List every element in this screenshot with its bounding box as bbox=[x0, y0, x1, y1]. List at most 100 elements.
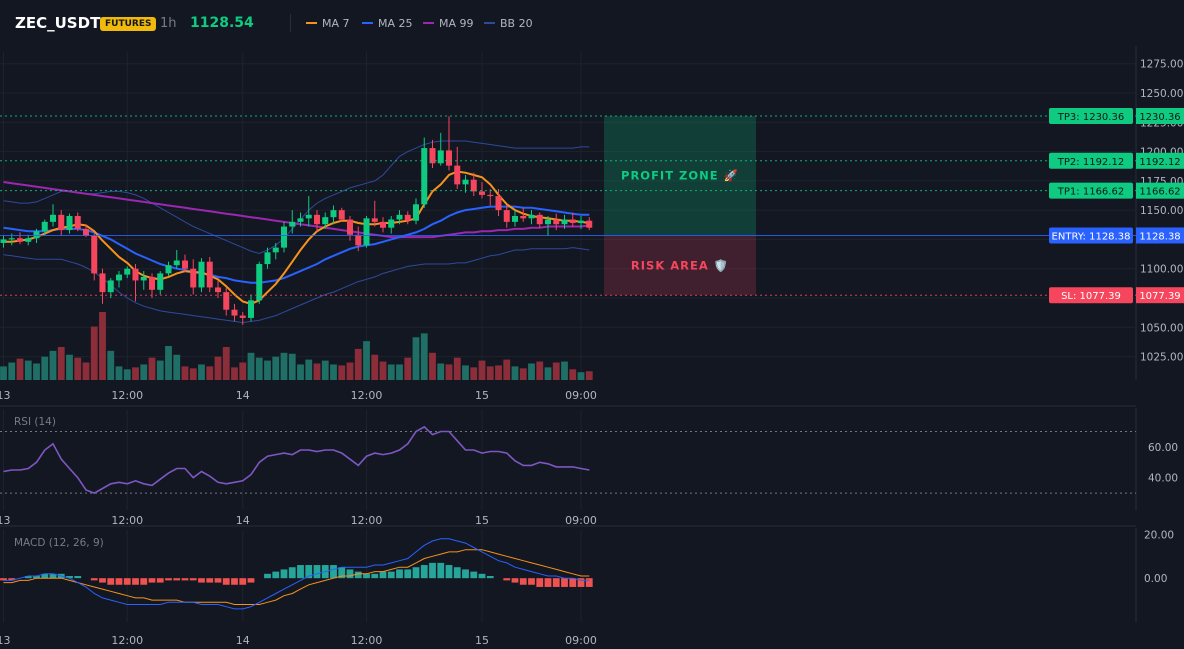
candle bbox=[338, 207, 345, 222]
rsi-line bbox=[3, 425, 590, 494]
macd-histogram-bar bbox=[404, 569, 412, 579]
macd-histogram-bar bbox=[420, 565, 428, 579]
candle bbox=[503, 205, 510, 228]
profit-zone bbox=[604, 116, 756, 236]
candle bbox=[561, 214, 568, 229]
volume-bar bbox=[66, 354, 73, 380]
candle-body bbox=[561, 219, 568, 225]
volume-bar bbox=[437, 363, 445, 380]
symbol-title[interactable]: ZEC_USDT bbox=[15, 14, 101, 32]
candle bbox=[281, 221, 287, 253]
legend-ma7[interactable]: MA 7 bbox=[306, 17, 350, 30]
candle-body bbox=[17, 238, 23, 242]
level-tag-label-sl: SL: 1077.39 bbox=[1061, 291, 1121, 302]
volume-bar bbox=[536, 361, 544, 380]
macd-histogram-bar bbox=[354, 571, 362, 579]
level-price-box-tp1 bbox=[1136, 182, 1184, 199]
candle bbox=[446, 116, 452, 171]
volume-bar bbox=[288, 353, 296, 380]
candle bbox=[470, 172, 477, 197]
macd-histogram-bar bbox=[206, 578, 214, 583]
volume-bar bbox=[495, 365, 502, 380]
candle bbox=[487, 189, 494, 206]
candle-body bbox=[297, 218, 304, 222]
candle bbox=[330, 205, 337, 225]
legend-ma7-label: MA 7 bbox=[322, 17, 350, 30]
candle-body bbox=[553, 219, 560, 225]
price-tick-label: 1100.00 bbox=[1140, 264, 1183, 276]
legend-bb20[interactable]: BB 20 bbox=[484, 17, 533, 30]
candle-body bbox=[569, 219, 576, 224]
candle-body bbox=[578, 220, 584, 224]
candle bbox=[25, 234, 32, 246]
candle-body bbox=[495, 196, 502, 211]
macd-histogram-bar bbox=[396, 569, 403, 579]
candle-body bbox=[289, 221, 296, 227]
macd-histogram-bar bbox=[486, 576, 494, 579]
candle-body bbox=[190, 268, 197, 288]
header-divider bbox=[290, 14, 291, 32]
candle bbox=[190, 259, 197, 295]
candle bbox=[91, 233, 98, 281]
time-tick-label: 09:00 bbox=[565, 634, 597, 647]
macd-histogram-bar bbox=[231, 578, 238, 585]
candle bbox=[41, 219, 48, 236]
candle bbox=[413, 198, 419, 225]
volume-bar bbox=[231, 367, 238, 380]
candle-body bbox=[413, 204, 419, 221]
candle bbox=[107, 278, 114, 298]
volume-bar bbox=[189, 368, 197, 380]
candle-body bbox=[248, 300, 254, 318]
candle bbox=[569, 212, 576, 227]
candle bbox=[429, 139, 436, 168]
macd-histogram-bar bbox=[24, 576, 32, 579]
macd-histogram-bar bbox=[140, 578, 148, 585]
candle bbox=[355, 226, 362, 252]
macd-histogram-bar bbox=[288, 567, 296, 579]
macd-histogram-bar bbox=[511, 578, 519, 583]
volume-bar bbox=[412, 337, 420, 380]
price-tick-label: 1050.00 bbox=[1140, 322, 1183, 334]
candle-body bbox=[182, 260, 188, 269]
candle bbox=[388, 216, 395, 234]
candle-body bbox=[347, 219, 353, 235]
candle-body bbox=[140, 276, 147, 281]
volume-bar bbox=[503, 359, 511, 380]
candle bbox=[149, 273, 155, 298]
time-tick-label: 09:00 bbox=[565, 514, 597, 527]
macd-histogram-bar bbox=[528, 578, 535, 585]
legend-ma99[interactable]: MA 99 bbox=[423, 17, 474, 30]
macd-histogram-bar bbox=[379, 571, 387, 579]
level-tag-tp2 bbox=[1049, 152, 1133, 169]
volume-bar bbox=[107, 350, 115, 380]
candle bbox=[272, 242, 279, 260]
level-tag-tp3 bbox=[1049, 108, 1133, 125]
candle-body bbox=[371, 218, 378, 222]
level-price-tp1: 1166.62 bbox=[1139, 187, 1180, 198]
legend-ma25[interactable]: MA 25 bbox=[362, 17, 413, 30]
candle-body bbox=[239, 315, 246, 318]
volume-bar bbox=[387, 364, 395, 380]
macd-histogram-bar bbox=[387, 571, 395, 579]
rsi-tick-label: 40.00 bbox=[1148, 473, 1178, 485]
macd-histogram-bar bbox=[90, 578, 98, 581]
candle bbox=[124, 266, 131, 279]
volume-bar bbox=[453, 357, 461, 380]
macd-histogram-bar bbox=[371, 573, 379, 579]
candle bbox=[182, 254, 188, 273]
volume-bar bbox=[239, 362, 247, 380]
candle-body bbox=[462, 179, 469, 185]
macd-histogram-bar bbox=[363, 573, 370, 579]
volume-bar bbox=[123, 369, 131, 380]
macd-histogram-bar bbox=[313, 565, 321, 579]
candle-body bbox=[454, 165, 461, 185]
volume-bar bbox=[148, 357, 156, 380]
profit-zone-label: PROFIT ZONE 🚀 bbox=[621, 169, 739, 183]
volume-bar bbox=[206, 366, 214, 380]
timeframe-selector[interactable]: 1h bbox=[160, 16, 177, 31]
volume-bar bbox=[486, 366, 494, 380]
ma99-line bbox=[3, 181, 590, 239]
volume-bar bbox=[82, 362, 90, 380]
volume-bar bbox=[115, 366, 123, 380]
